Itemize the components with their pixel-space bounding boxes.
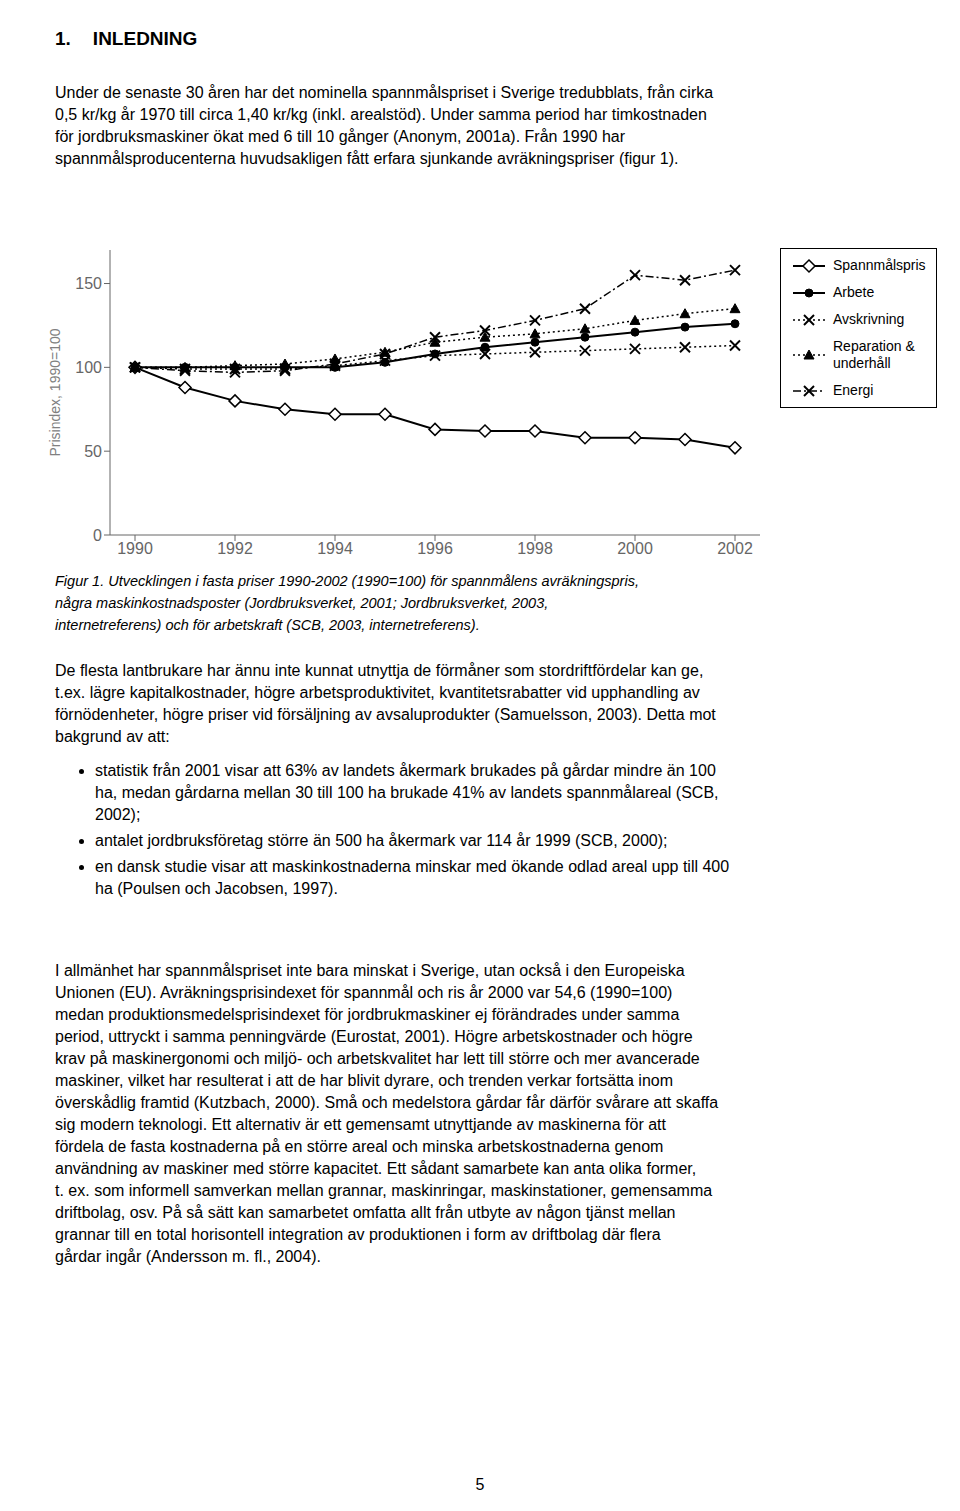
html-text:antalet jordbruksföretag störr: antalet jordbruksföretag större än 500 h… [95, 832, 668, 849]
svg-text:1994: 1994 [317, 540, 353, 557]
html-text:De flesta lantbrukare har ännu: De flesta lantbrukare har ännu inte kunn… [55, 662, 716, 745]
svg-text:2002: 2002 [717, 540, 753, 557]
html-text:Energi: Energi [833, 382, 874, 398]
html-text:INLEDNING: INLEDNING [92, 28, 198, 49]
svg-text:0: 0 [93, 527, 102, 544]
html-text:statistik från 2001 visar att: statistik från 2001 visar att 63% av lan… [95, 762, 719, 823]
svg-text:100: 100 [75, 359, 102, 376]
svg-text:150: 150 [75, 275, 102, 292]
html-text:Reparation & underhåll: Reparation & underhåll [833, 338, 915, 371]
svg-text:1992: 1992 [217, 540, 253, 557]
svg-text:1996: 1996 [417, 540, 453, 557]
html-text:Under de senaste 30 åren har d: Under de senaste 30 åren har det nominel… [55, 84, 714, 167]
html-text:en dansk studie visar att mask: en dansk studie visar att maskinkostnade… [95, 858, 730, 897]
html-text:1.: 1. [55, 28, 71, 49]
svg-text:Prisindex, 1990=100: Prisindex, 1990=100 [47, 328, 63, 456]
html-text:I allmänhet har spannmålsprise: I allmänhet har spannmålspriset inte bar… [55, 962, 719, 1265]
html-text:Figur 1. Utvecklingen i fasta: Figur 1. Utvecklingen i fasta priser 199… [55, 573, 639, 633]
html-text:Spannmålspris: Spannmålspris [833, 257, 926, 273]
html-text:Arbete: Arbete [833, 284, 875, 300]
svg-text:1990: 1990 [117, 540, 153, 557]
svg-text:50: 50 [84, 443, 102, 460]
html-text:5: 5 [475, 1476, 485, 1493]
html-text:Avskrivning: Avskrivning [833, 311, 905, 327]
svg-text:2000: 2000 [617, 540, 653, 557]
svg-text:1998: 1998 [517, 540, 553, 557]
